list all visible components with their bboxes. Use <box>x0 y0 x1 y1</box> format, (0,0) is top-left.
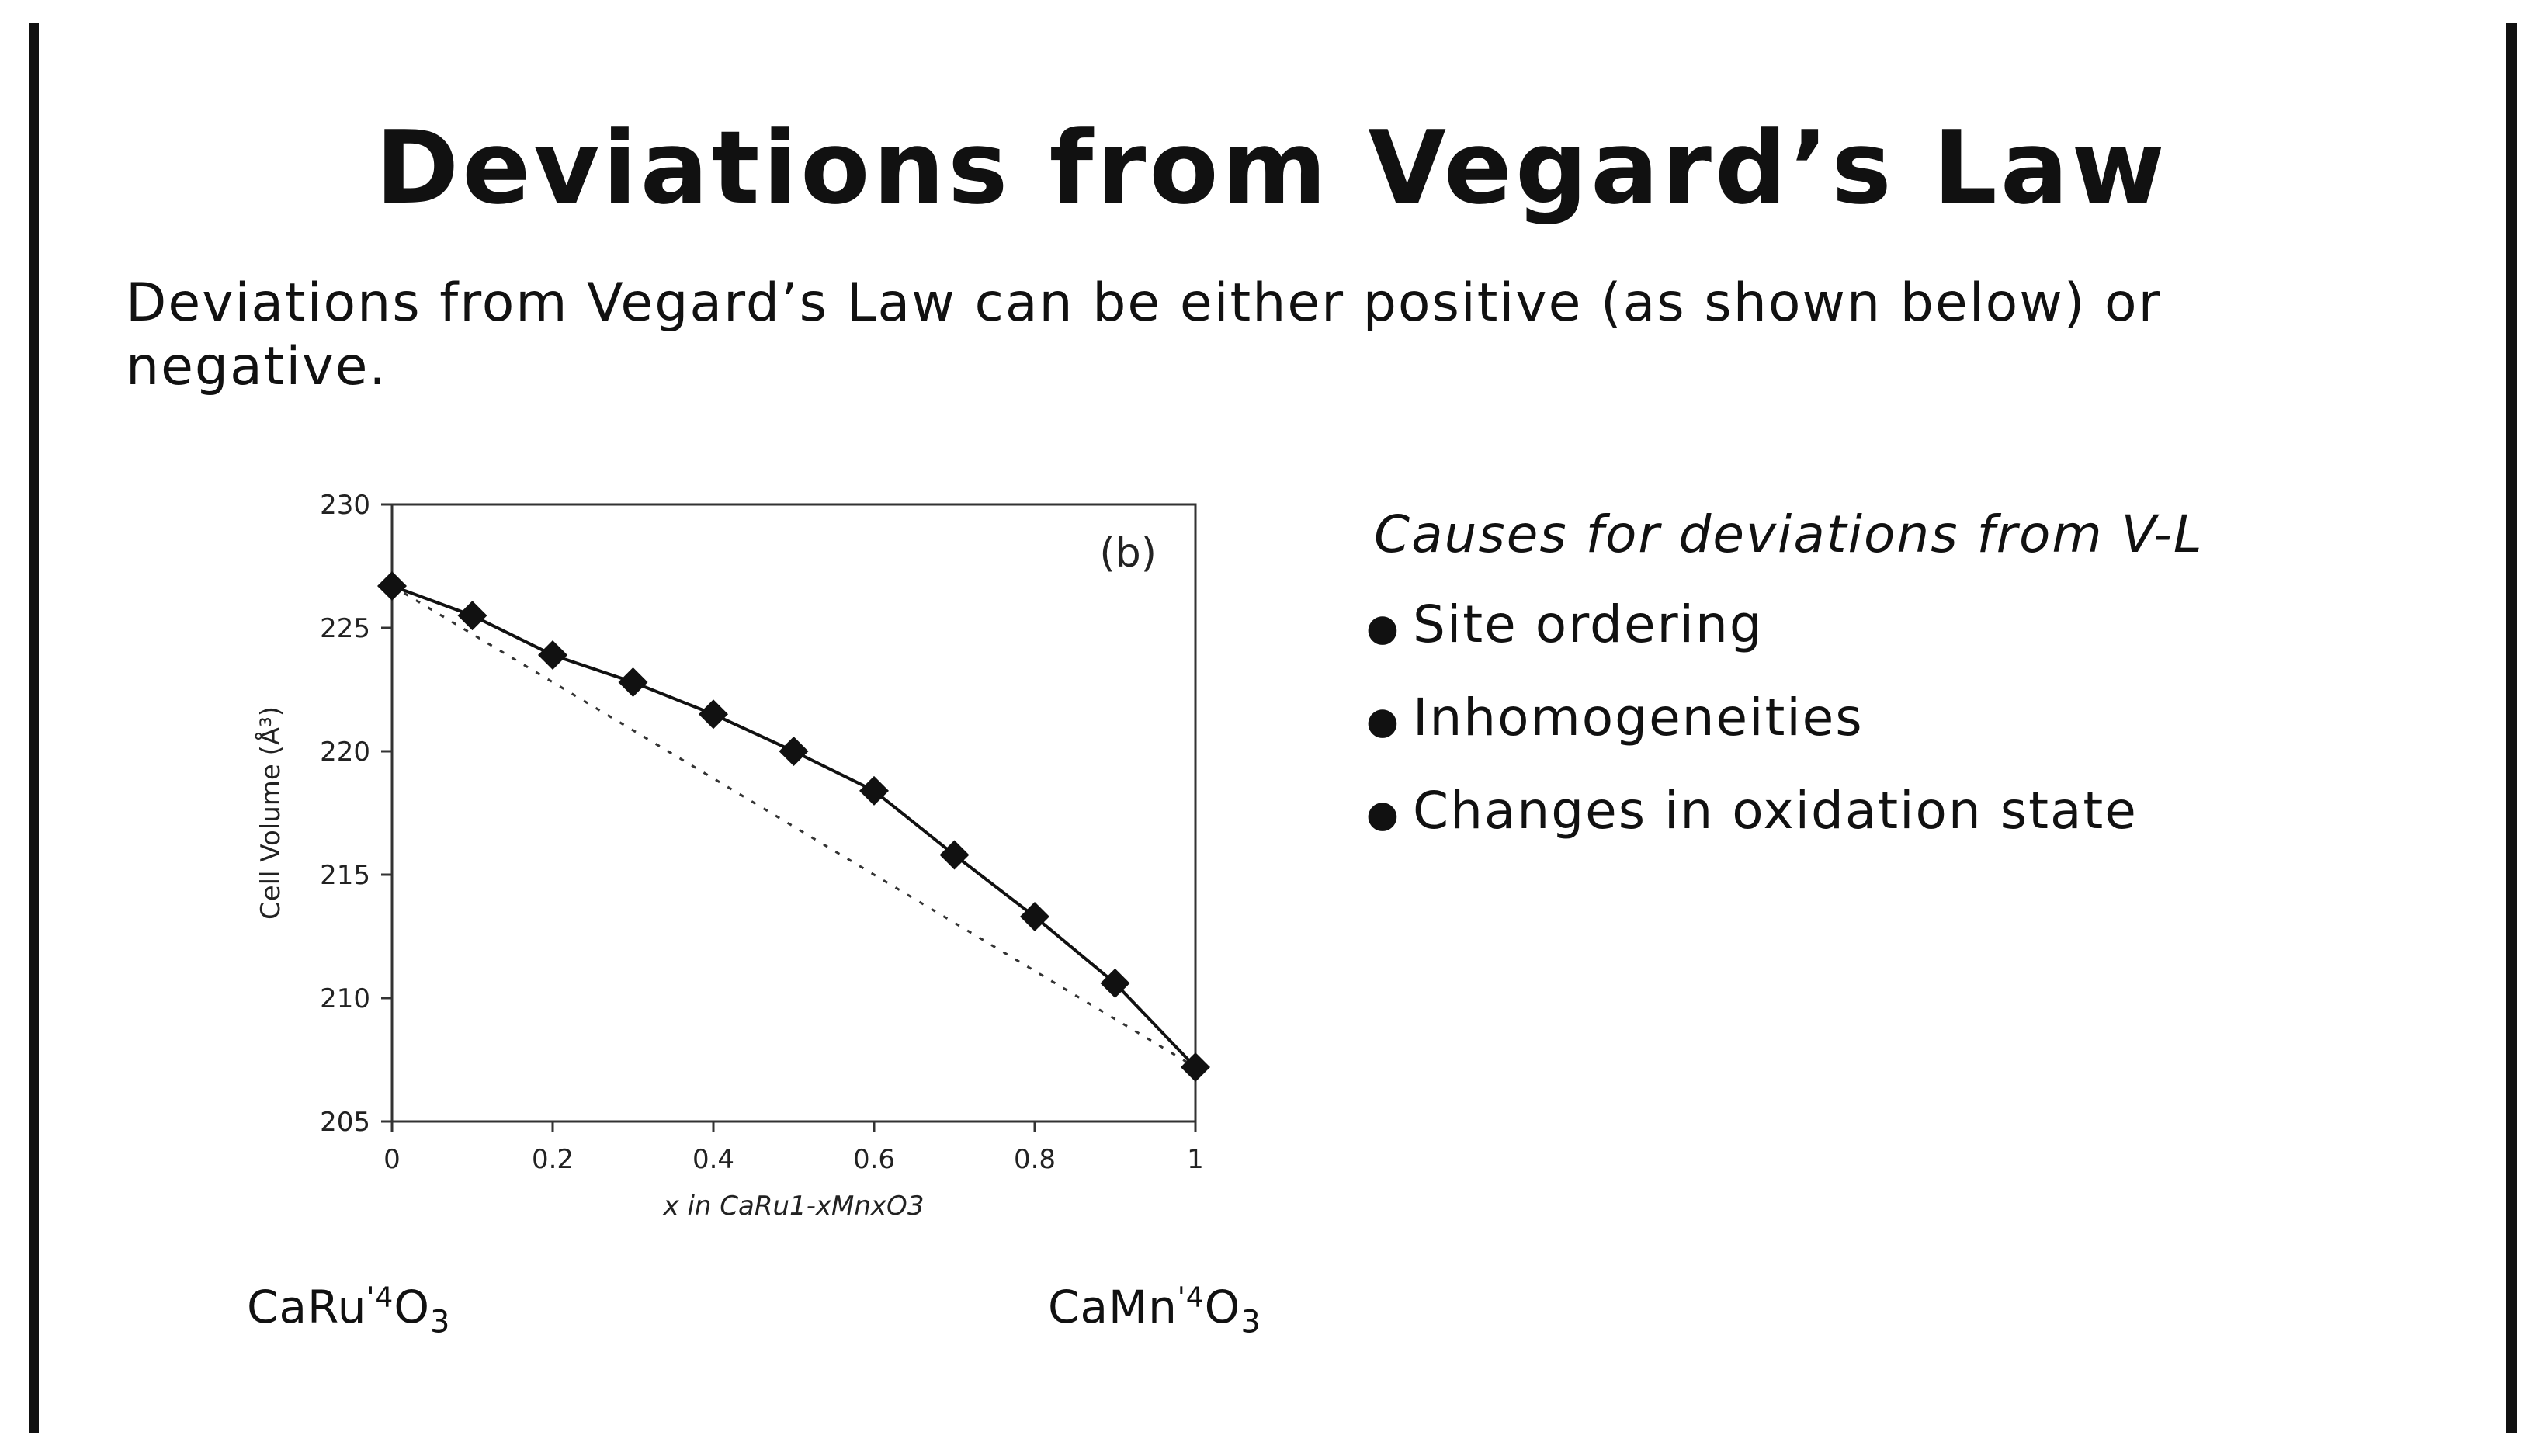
x-tick-label: 0.8 <box>1014 1144 1056 1175</box>
cause-item: ● Changes in oxidation state <box>1366 780 2138 873</box>
data-point <box>457 601 487 631</box>
bullet-icon: ● <box>1366 699 1400 743</box>
data-point <box>1181 1052 1210 1083</box>
x-tick-label: 0 <box>383 1144 401 1175</box>
x-tick-label: 0.2 <box>532 1144 574 1175</box>
panel-label: (b) <box>1099 530 1157 577</box>
y-axis-label: Cell Volume (Å³) <box>255 706 286 920</box>
y-tick-label: 230 <box>320 490 370 521</box>
cause-item: ● Inhomogeneities <box>1366 687 2138 780</box>
left-border-bar <box>29 23 39 1433</box>
left-end-member-formula: CaRu'4O3 <box>247 1281 450 1340</box>
bullet-icon: ● <box>1366 792 1400 836</box>
data-point <box>618 667 648 697</box>
data-point <box>779 737 809 766</box>
causes-list: ● Site ordering ● Inhomogeneities ● Changes… <box>1366 594 2138 873</box>
cause-label: Changes in oxidation state <box>1413 781 2138 841</box>
right-border-bar <box>2506 23 2517 1433</box>
slide-title: Deviations from Vegard’s Law <box>375 109 2168 227</box>
formula-base: CaMn <box>1048 1281 1178 1333</box>
data-point <box>939 840 970 870</box>
x-tick-label: 0.4 <box>692 1144 734 1175</box>
x-tick-label: 0.6 <box>853 1144 895 1175</box>
data-point <box>1020 902 1049 932</box>
y-tick-label: 205 <box>320 1107 370 1138</box>
vegard-line <box>391 584 1196 1069</box>
vegard-chart: 205 210 215 220 225 230 0 0.2 0.4 0.6 0.8 1 x in CaR… <box>255 490 1210 1222</box>
formula-o: O <box>1204 1281 1241 1333</box>
x-tick-label: 1 <box>1187 1144 1204 1175</box>
data-point <box>699 699 728 730</box>
intro-text: Deviations from Vegard’s Law can be eith… <box>126 272 2162 397</box>
data-point <box>859 775 889 806</box>
formula-o: O <box>394 1281 430 1333</box>
right-end-member-formula: CaMn'4O3 <box>1048 1281 1261 1340</box>
y-tick-label: 210 <box>320 983 370 1014</box>
cause-label: Inhomogeneities <box>1413 688 1864 747</box>
formula-sub: 3 <box>429 1304 451 1340</box>
cause-label: Site ordering <box>1413 595 1764 654</box>
data-point <box>377 570 407 601</box>
formula-sup: '4 <box>1177 1281 1205 1314</box>
cause-item: ● Site ordering <box>1366 594 2138 687</box>
x-axis-label: x in CaRu1-xMnxO3 <box>663 1191 925 1222</box>
bullet-icon: ● <box>1366 605 1400 650</box>
y-tick-label: 225 <box>320 613 370 644</box>
y-tick-label: 215 <box>320 860 370 891</box>
plot-frame <box>390 503 1197 1123</box>
y-tick-label: 220 <box>320 737 370 768</box>
causes-heading: Causes for deviations from V-L <box>1374 504 2204 564</box>
data-point <box>538 640 567 670</box>
data-point <box>1100 968 1130 998</box>
formula-sup: '4 <box>366 1281 394 1314</box>
formula-base: CaRu <box>247 1281 367 1333</box>
formula-sub: 3 <box>1240 1304 1261 1340</box>
